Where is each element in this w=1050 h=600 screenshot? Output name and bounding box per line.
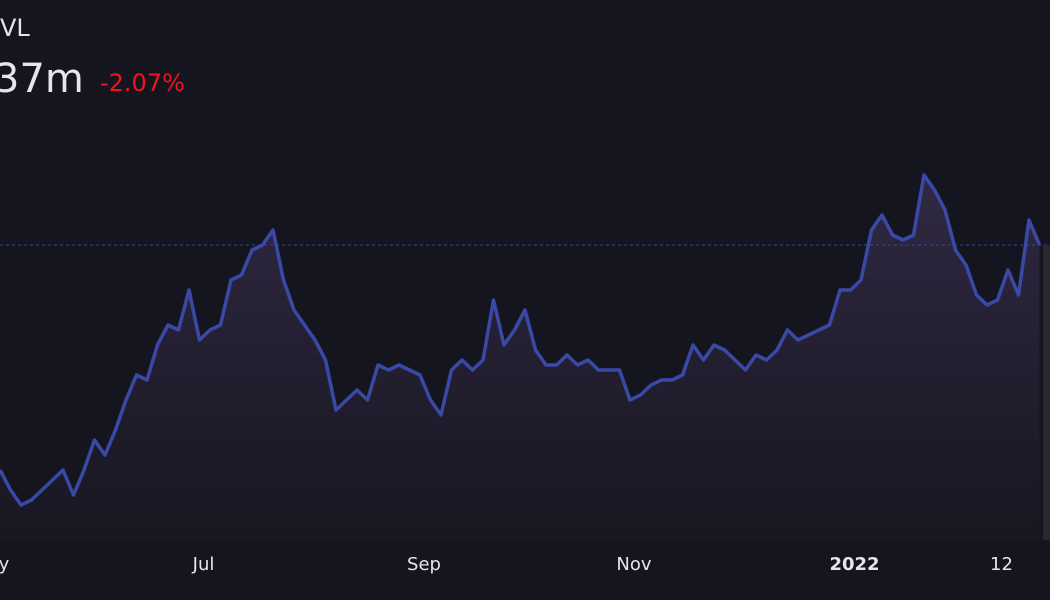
- plot-area: [0, 173, 1050, 540]
- x-tick-label: 12: [990, 554, 1013, 575]
- price-scale-edge: [1043, 245, 1050, 540]
- x-tick-label: Sep: [407, 554, 441, 575]
- area-fill: [0, 175, 1040, 540]
- current-value: 37m: [0, 56, 84, 102]
- chart-title: VL: [0, 14, 30, 42]
- change-percent: -2.07%: [100, 69, 185, 97]
- line: [0, 173, 1042, 507]
- x-tick-label: 2022: [829, 554, 879, 575]
- x-tick-label: Jul: [192, 554, 215, 575]
- x-tick-label: y: [0, 554, 10, 575]
- x-tick-label: Nov: [616, 554, 651, 575]
